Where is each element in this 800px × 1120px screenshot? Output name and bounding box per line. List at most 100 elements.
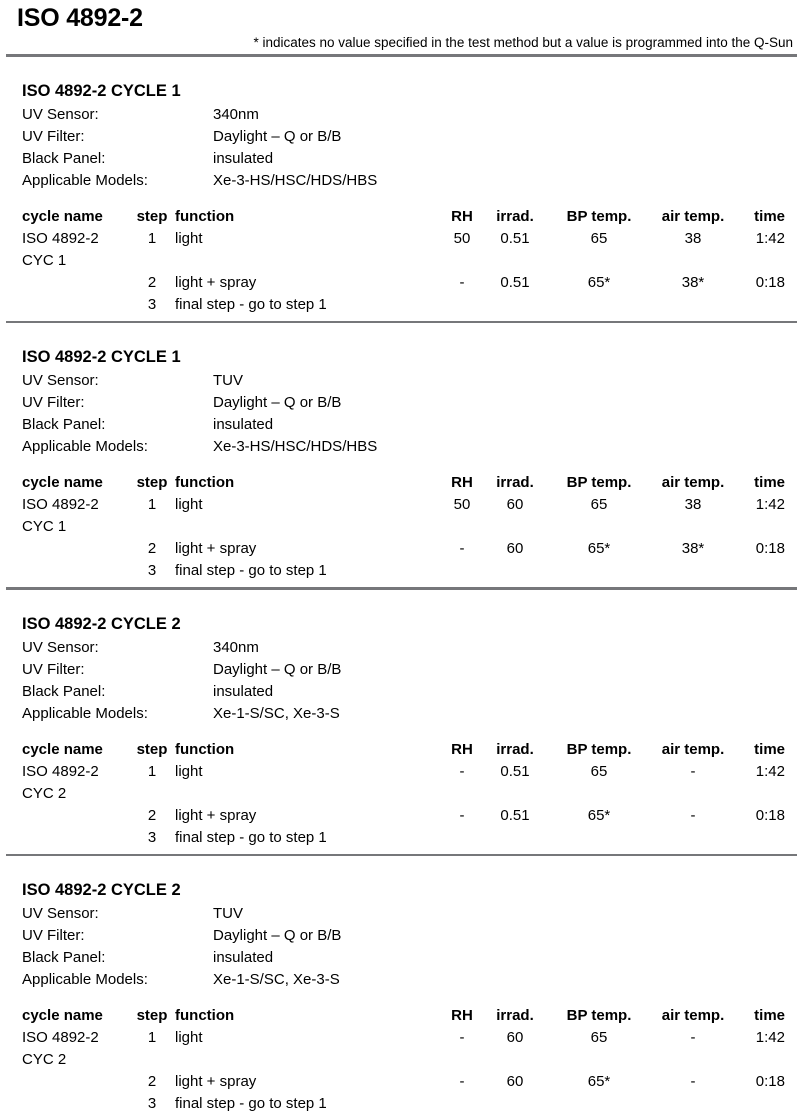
column-header-cycle-name: cycle name [22,1005,134,1027]
property-label: UV Sensor: [22,903,213,925]
property-value: Xe-3-HS/HSC/HDS/HBS [213,436,785,458]
section-heading: ISO 4892-2 CYCLE 2 [22,614,785,634]
cycle-table: cycle name step function RH irrad. BP te… [22,739,785,849]
cell-irrad: 60 [492,1027,538,1071]
property-row: UV Sensor: 340nm [22,104,785,126]
cell-bp-temp: 65* [538,538,660,560]
column-header-irrad: irrad. [492,472,538,494]
cell-step: 2 [134,805,170,827]
table-row: 2 light + spray - 60 65* - 0:18 [22,1071,785,1093]
property-label: UV Filter: [22,126,213,148]
column-header-cycle-name: cycle name [22,472,134,494]
property-value: TUV [213,903,785,925]
cell-bp-temp [538,827,660,849]
cell-time: 1:42 [726,494,785,538]
table-header-row: cycle name step function RH irrad. BP te… [22,206,785,228]
footnote: * indicates no value specified in the te… [0,34,793,51]
property-value: Daylight – Q or B/B [213,392,785,414]
cell-function: light + spray [170,538,432,560]
property-value: TUV [213,370,785,392]
table-header-row: cycle name step function RH irrad. BP te… [22,1005,785,1027]
cell-air-temp: 38* [660,272,726,294]
column-header-air-temp: air temp. [660,1005,726,1027]
column-header-time: time [726,206,785,228]
column-header-step: step [134,1005,170,1027]
cell-rh: - [432,1027,492,1071]
column-header-air-temp: air temp. [660,739,726,761]
table-body: ISO 4892-2 CYC 2 1 light - 60 65 - 1:42 … [22,1027,785,1115]
property-row: Applicable Models: Xe-3-HS/HSC/HDS/HBS [22,170,785,192]
cell-air-temp [660,294,726,316]
property-row: UV Sensor: 340nm [22,637,785,659]
property-row: UV Filter: Daylight – Q or B/B [22,925,785,947]
table-row: 2 light + spray - 0.51 65* - 0:18 [22,805,785,827]
column-header-bp-temp: BP temp. [538,472,660,494]
cell-air-temp: - [660,805,726,827]
column-header-air-temp: air temp. [660,206,726,228]
property-value: 340nm [213,104,785,126]
cycle-table: cycle name step function RH irrad. BP te… [22,1005,785,1115]
cell-function: final step - go to step 1 [170,294,432,316]
cell-rh: - [432,272,492,294]
table-row: ISO 4892-2 CYC 2 1 light - 60 65 - 1:42 [22,1027,785,1071]
cell-step: 3 [134,827,170,849]
property-label: UV Filter: [22,659,213,681]
cell-irrad [492,294,538,316]
cell-cycle-name [22,1093,134,1115]
table-row: ISO 4892-2 CYC 1 1 light 50 60 65 38 1:4… [22,494,785,538]
property-value: insulated [213,414,785,436]
property-row: UV Sensor: TUV [22,370,785,392]
property-row: Black Panel: insulated [22,148,785,170]
cell-cycle-name: ISO 4892-2 CYC 1 [22,494,134,538]
cell-air-temp: 38 [660,228,726,272]
cell-function: final step - go to step 1 [170,827,432,849]
cell-bp-temp: 65 [538,1027,660,1071]
cycle-section: ISO 4892-2 CYCLE 1 UV Sensor: TUV UV Fil… [0,323,800,587]
cell-step: 3 [134,560,170,582]
cell-irrad [492,827,538,849]
cell-rh [432,1093,492,1115]
table-row: 3 final step - go to step 1 [22,827,785,849]
cell-cycle-name [22,805,134,827]
table-row: ISO 4892-2 CYC 1 1 light 50 0.51 65 38 1… [22,228,785,272]
property-label: UV Sensor: [22,104,213,126]
cell-step: 1 [134,494,170,538]
property-value: insulated [213,681,785,703]
cell-function: light [170,494,432,538]
property-row: Black Panel: insulated [22,947,785,969]
cell-rh [432,294,492,316]
cell-step: 2 [134,538,170,560]
cell-air-temp: 38* [660,538,726,560]
cell-air-temp: 38 [660,494,726,538]
table-header-row: cycle name step function RH irrad. BP te… [22,472,785,494]
column-header-step: step [134,472,170,494]
column-header-cycle-name: cycle name [22,739,134,761]
cell-irrad: 0.51 [492,761,538,805]
property-value: Xe-1-S/SC, Xe-3-S [213,703,785,725]
table-row: 2 light + spray - 60 65* 38* 0:18 [22,538,785,560]
cell-cycle-name: ISO 4892-2 CYC 2 [22,1027,134,1071]
table-body: ISO 4892-2 CYC 1 1 light 50 0.51 65 38 1… [22,228,785,316]
cell-cycle-name: ISO 4892-2 CYC 1 [22,228,134,272]
property-row: Applicable Models: Xe-1-S/SC, Xe-3-S [22,969,785,991]
property-value: 340nm [213,637,785,659]
cell-cycle-name [22,294,134,316]
column-header-function: function [170,1005,432,1027]
column-header-time: time [726,1005,785,1027]
cell-cycle-name [22,272,134,294]
cell-step: 1 [134,761,170,805]
cell-function: light [170,761,432,805]
property-value: insulated [213,148,785,170]
column-header-cycle-name: cycle name [22,206,134,228]
property-label: Applicable Models: [22,969,213,991]
property-value: Xe-3-HS/HSC/HDS/HBS [213,170,785,192]
cell-time [726,1093,785,1115]
property-row: Applicable Models: Xe-3-HS/HSC/HDS/HBS [22,436,785,458]
column-header-bp-temp: BP temp. [538,1005,660,1027]
cell-function: light + spray [170,805,432,827]
column-header-irrad: irrad. [492,206,538,228]
table-row: 3 final step - go to step 1 [22,294,785,316]
property-label: UV Sensor: [22,637,213,659]
column-header-step: step [134,739,170,761]
cell-step: 3 [134,294,170,316]
